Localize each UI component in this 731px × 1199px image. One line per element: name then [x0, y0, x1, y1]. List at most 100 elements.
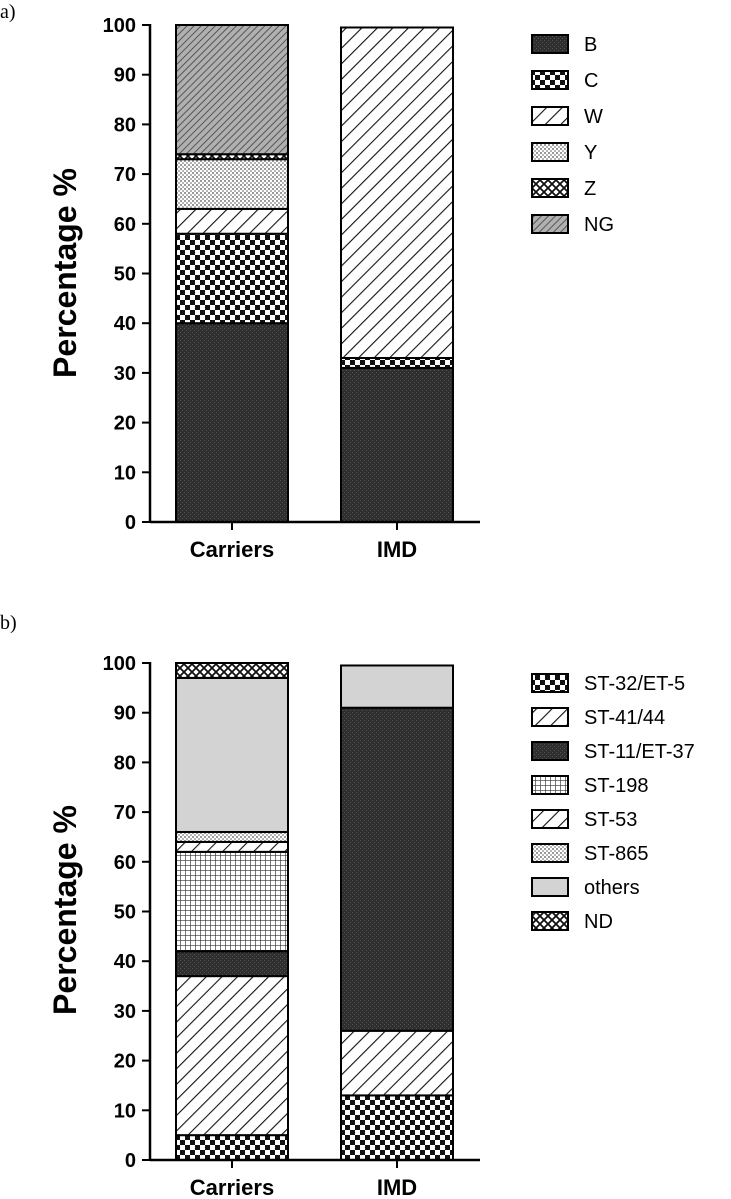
bar-segment-w-imd	[340, 26, 454, 359]
legend-item: Y	[531, 142, 597, 164]
y-tick-label: 90	[114, 703, 136, 725]
bar-segment-st-41-44-imd	[340, 1029, 454, 1097]
y-tick-label: 50	[114, 264, 136, 286]
legend-label: others	[584, 877, 640, 899]
legend-item: ST-865	[531, 843, 648, 865]
axes-a	[148, 24, 480, 530]
category-labels-b: Carriers IMD	[190, 1175, 417, 1199]
bar-segment-others-carriers	[175, 676, 289, 833]
bar-segment-st-41-44-carriers	[175, 975, 289, 1137]
legend-swatch	[531, 707, 569, 727]
legend-item: W	[531, 106, 603, 128]
y-tick-label: 10	[114, 1100, 136, 1122]
bar-segment-y-carriers	[175, 158, 289, 210]
bar-segment-st-198-carriers	[175, 850, 289, 953]
panel-label-a: a)	[0, 1, 16, 23]
category-label: Carriers	[190, 537, 274, 562]
legend-swatch	[531, 34, 569, 54]
y-axis-title-b: Percentage %	[47, 805, 83, 1015]
legend-swatch	[531, 809, 569, 829]
y-tick-label: 100	[103, 15, 136, 37]
bar-segment-st-53-carriers	[175, 840, 289, 853]
y-tick-label: 80	[114, 114, 136, 136]
legend-item: ST-198	[531, 775, 648, 797]
y-tick-label: 100	[103, 653, 136, 675]
legend-swatch	[531, 741, 569, 761]
legend-swatch	[531, 214, 569, 234]
bar-segment-st-32-et-5-imd	[340, 1094, 454, 1162]
y-tick-label: 90	[114, 65, 136, 87]
category-label: Carriers	[190, 1175, 274, 1199]
bar-segment-w-carriers	[175, 207, 289, 235]
legend-item: Z	[531, 178, 596, 200]
y-tick-label: 30	[114, 363, 136, 385]
legend-item: ST-11/ET-37	[531, 741, 695, 763]
legend-label: ST-32/ET-5	[584, 673, 685, 695]
legend-label: ND	[584, 911, 613, 933]
bar-segment-st-11-et-37-imd	[340, 706, 454, 1032]
bars-b	[175, 662, 454, 1162]
bar-segment-others-imd	[340, 664, 454, 709]
bar-segment-c-imd	[340, 356, 454, 369]
legend-label: B	[584, 34, 597, 56]
legend-swatch	[531, 106, 569, 126]
category-label: IMD	[377, 1175, 417, 1199]
y-tick-label: 10	[114, 462, 136, 484]
legend-swatch	[531, 877, 569, 897]
y-tick-label: 70	[114, 164, 136, 186]
y-tick-label: 20	[114, 413, 136, 435]
legend-item: ND	[531, 911, 613, 933]
category-labels-a: Carriers IMD	[190, 537, 417, 562]
legend-swatch	[531, 673, 569, 693]
y-tick-label: 30	[114, 1001, 136, 1023]
chart-panel-a: a) Percentage % 0 10 20 30 40 50 60 70 80 90 100 C…	[0, 1, 614, 562]
legend-label: ST-865	[584, 843, 648, 865]
bar-segment-st-32-et-5-carriers	[175, 1134, 289, 1162]
y-tick-label: 50	[114, 902, 136, 924]
bars-a	[175, 24, 454, 524]
legend-label: ST-41/44	[584, 707, 665, 729]
y-tick-label: 70	[114, 802, 136, 824]
y-axis-title-a: Percentage %	[47, 168, 83, 378]
legend-label: ST-11/ET-37	[584, 741, 695, 763]
category-label: IMD	[377, 537, 417, 562]
y-ticks-b: 0 10 20 30 40 50 60 70 80 90 100	[103, 653, 150, 1172]
legend-item: ST-32/ET-5	[531, 673, 685, 695]
y-tick-label: 20	[114, 1051, 136, 1073]
legend-label: ST-198	[584, 775, 648, 797]
y-tick-label: 80	[114, 752, 136, 774]
legend-label: Y	[584, 142, 597, 164]
legend-item: C	[531, 70, 598, 92]
legend-item: others	[531, 877, 640, 899]
legend-swatch	[531, 70, 569, 90]
bar-segment-st-865-carriers	[175, 830, 289, 843]
legend-label: ST-53	[584, 809, 637, 831]
legend-swatch	[531, 775, 569, 795]
legend-label: Z	[584, 178, 596, 200]
legend-b: ST-32/ET-5 ST-41/44 ST-11/ET-37 ST-198 ST-53…	[531, 673, 695, 933]
bar-segment-ng-carriers	[175, 24, 289, 156]
y-tick-label: 0	[125, 1150, 136, 1172]
panel-label-b: b)	[0, 612, 17, 634]
legend-item: NG	[531, 214, 614, 236]
y-tick-label: 40	[114, 313, 136, 335]
legend-label: NG	[584, 214, 614, 236]
legend-swatch	[531, 843, 569, 863]
legend-item: ST-53	[531, 809, 637, 831]
legend-item: ST-41/44	[531, 707, 665, 729]
chart-panel-b: b) Percentage % 0 10 20 30 40 50 60 70 80 90 100 C…	[0, 612, 695, 1199]
legend-swatch	[531, 178, 569, 198]
bar-segment-b-imd	[340, 366, 454, 523]
axes-b	[148, 662, 480, 1168]
legend-item: B	[531, 34, 597, 56]
bar-segment-st-11-et-37-carriers	[175, 950, 289, 978]
y-tick-label: 0	[125, 512, 136, 534]
legend-label: C	[584, 70, 598, 92]
bar-segment-c-carriers	[175, 232, 289, 325]
y-ticks-a: 0 10 20 30 40 50 60 70 80 90 100	[103, 15, 150, 534]
legend-swatch	[531, 911, 569, 931]
y-tick-label: 40	[114, 951, 136, 973]
y-tick-label: 60	[114, 214, 136, 236]
